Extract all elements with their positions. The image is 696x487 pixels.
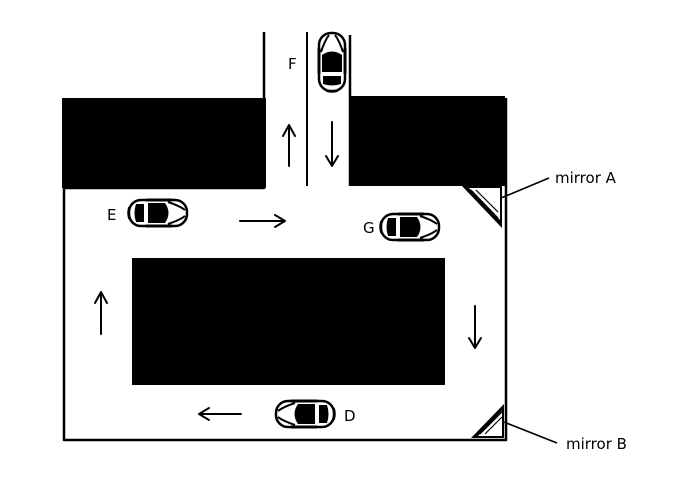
car-e-label: E bbox=[107, 206, 116, 224]
car-d-icon bbox=[274, 399, 337, 429]
building-top-left bbox=[62, 98, 266, 188]
road-outline bbox=[62, 32, 508, 442]
direction-arrow-icon bbox=[282, 124, 296, 167]
mirror-a-label: mirror A bbox=[555, 169, 617, 187]
direction-arrow-icon bbox=[94, 291, 108, 335]
car-f-icon bbox=[317, 31, 347, 94]
mirror-a-leader bbox=[500, 177, 550, 199]
car-e-icon bbox=[126, 198, 189, 228]
building-center bbox=[132, 258, 445, 385]
car-g-icon bbox=[378, 212, 441, 242]
building-top-right bbox=[350, 96, 505, 186]
mirror-b bbox=[471, 404, 504, 438]
car-f-label: F bbox=[288, 55, 297, 73]
direction-arrow-icon bbox=[468, 305, 482, 349]
car-g-label: G bbox=[363, 219, 375, 237]
direction-arrow-icon bbox=[239, 214, 286, 228]
mirror-b-label: mirror B bbox=[566, 435, 627, 453]
mirror-a bbox=[462, 186, 502, 228]
direction-arrow-icon bbox=[198, 407, 242, 421]
car-d-label: D bbox=[344, 407, 356, 425]
mirror-b-leader bbox=[503, 421, 558, 444]
direction-arrow-icon bbox=[325, 121, 339, 167]
